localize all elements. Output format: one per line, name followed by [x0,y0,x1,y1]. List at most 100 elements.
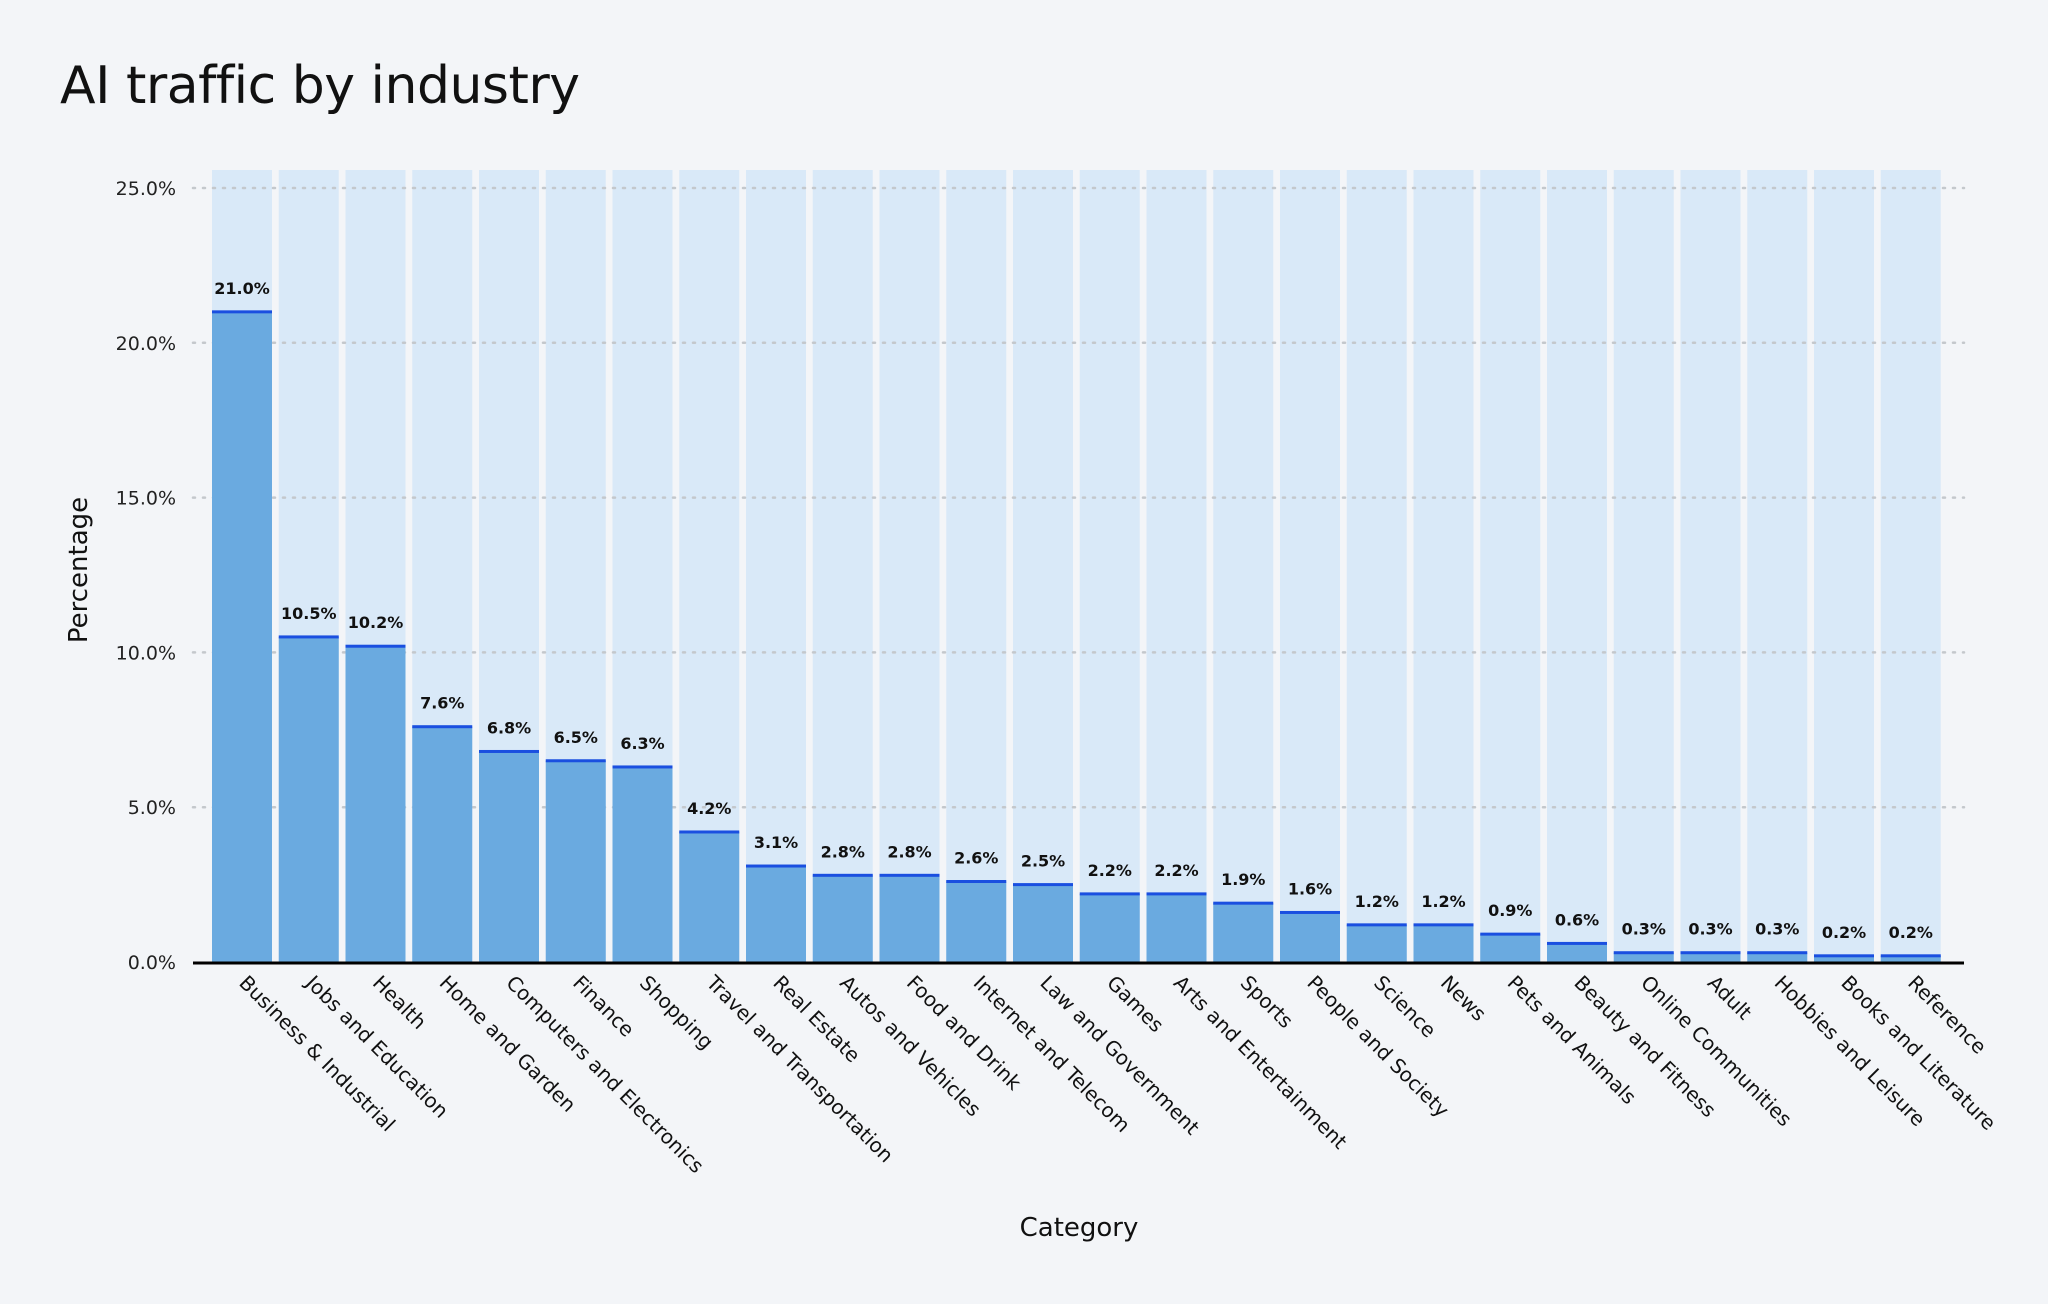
bar [345,646,406,962]
bar-top-line [1547,941,1607,945]
bar [679,831,740,962]
bar-track [879,170,940,962]
bar [1880,955,1941,962]
bar-track [679,170,740,962]
bar-top-line [1280,910,1340,914]
bar-top-line [746,864,806,868]
bar [1747,952,1808,962]
data-label: 0.3% [1622,920,1666,939]
x-tick-label: Food and Drink [902,971,1027,1096]
y-tick-label: 5.0% [128,797,176,819]
data-label: 4.2% [687,799,731,818]
bar-track [946,170,1007,962]
data-label: 0.2% [1822,923,1866,942]
bar [1079,893,1140,962]
data-label: 0.6% [1555,910,1599,929]
bar-track [1547,170,1607,962]
x-axis-title: Category [1020,1213,1139,1243]
bar [1013,884,1073,962]
data-label: 1.6% [1288,879,1332,898]
bar-top-line [679,830,740,834]
data-label: 10.5% [281,604,337,623]
bar-top-line [212,310,272,314]
bar [545,760,606,962]
data-label: 2.8% [821,842,865,861]
data-label: 0.2% [1889,923,1933,942]
bar-top-line [1680,951,1741,955]
data-label: 6.5% [554,728,598,747]
bar-top-line [479,749,539,753]
bar-top-line [1079,892,1140,896]
y-tick-label: 25.0% [116,178,176,200]
bar [946,881,1007,962]
bar-track [1013,170,1073,962]
data-label: 2.5% [1021,852,1065,871]
bar-track [1680,170,1741,962]
bar-top-line [1013,883,1073,887]
bar-top-line [1146,892,1207,896]
bar-track [1480,170,1541,962]
bar [212,311,272,963]
bar [1680,952,1741,962]
bar-top-line [1213,901,1274,905]
bar-track [812,170,873,962]
bar-track [1213,170,1274,962]
bar-top-line [612,765,673,769]
bar-top-line [345,644,406,648]
bar [1480,934,1541,962]
data-label: 1.2% [1355,892,1399,911]
bar [746,866,806,962]
x-tick-label: Games [1102,971,1168,1037]
bar [278,636,339,962]
data-label: 6.3% [620,734,664,753]
bar-track [1079,170,1140,962]
bar [412,726,473,962]
chart-title: AI traffic by industry [60,56,580,116]
data-label: 2.2% [1154,861,1198,880]
y-tick-label: 10.0% [116,642,176,664]
bar [1146,893,1207,962]
bar-top-line [1814,954,1874,958]
data-label: 7.6% [420,694,464,713]
bar [1413,924,1474,962]
bar [1280,912,1340,962]
data-label: 2.6% [954,849,998,868]
x-tick-label: Sports [1236,971,1298,1033]
y-tick-label: 15.0% [116,488,176,510]
bar [1547,943,1607,962]
bar-top-line [1747,951,1808,955]
bar-top-line [1346,923,1407,927]
y-tick-label: 0.0% [128,952,176,974]
bar-top-line [879,873,940,877]
bar-track [1413,170,1474,962]
bar-top-line [278,635,339,639]
x-tick-label: Health [368,971,431,1034]
bar [879,875,940,962]
bar-track [1747,170,1808,962]
data-label: 2.8% [887,842,931,861]
bar-top-line [946,880,1007,884]
y-axis-title: Percentage [64,497,94,643]
bar [1346,924,1407,962]
bar-track [1346,170,1407,962]
data-label: 1.9% [1221,870,1265,889]
data-label: 2.2% [1088,861,1132,880]
bar-track [1280,170,1340,962]
bar-track [746,170,806,962]
bar-top-line [1480,932,1541,936]
bar-top-line [1613,951,1674,955]
data-label: 0.3% [1755,920,1799,939]
x-tick-label: Pets and Animals [1503,971,1642,1110]
bar-track [1880,170,1941,962]
bar [812,875,873,962]
x-tick-label: Adult [1703,971,1757,1025]
bar-top-line [412,725,473,729]
bar-track [1613,170,1674,962]
bar-top-line [1413,923,1474,927]
bar [1814,955,1874,962]
bar-top-line [812,873,873,877]
data-label: 0.3% [1688,920,1732,939]
data-label: 3.1% [754,833,798,852]
data-label: 21.0% [214,279,270,298]
